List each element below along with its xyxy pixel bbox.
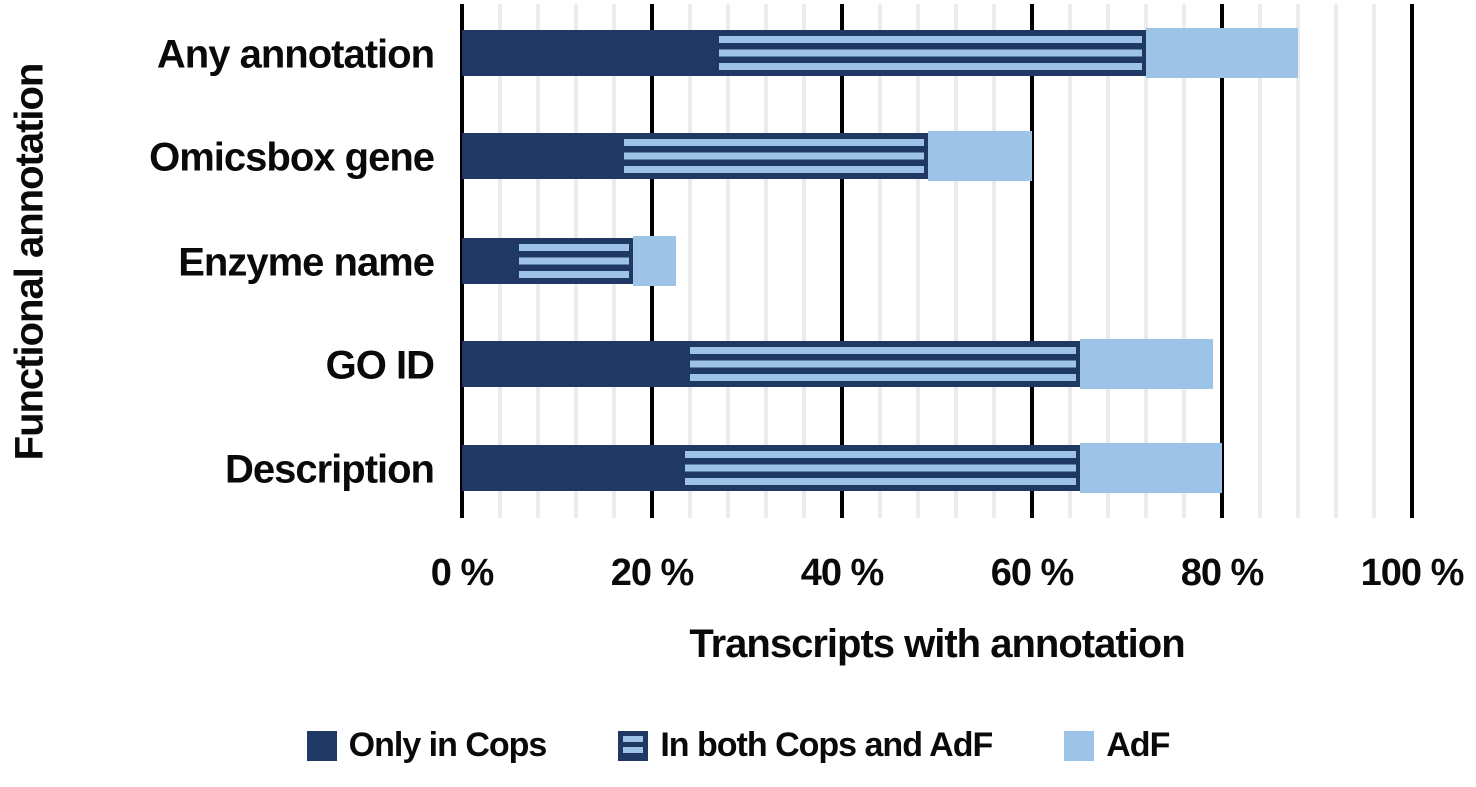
x-tick-labels: 0 % 20 % 40 % 60 % 80 % 100 %: [0, 552, 1476, 604]
minor-gridline-28: [726, 4, 730, 518]
category-label-description: Description: [224, 447, 435, 492]
minor-gridline-44: [878, 4, 882, 518]
minor-gridline-64: [1068, 4, 1072, 518]
bar-segment-omicsbox-gene-adf: [927, 131, 1032, 181]
legend-item-only-in-cops: Only in Cops: [306, 726, 548, 765]
legend-label-in-both-cops-and-adf: In both Cops and AdF: [660, 726, 993, 764]
legend-swatch-in-both-cops-and-adf: [618, 730, 649, 761]
bar-segment-any-annotation-in-both-cops-and-adf: [718, 30, 1146, 76]
major-gridline-40: [840, 4, 844, 518]
minor-gridline-52: [954, 4, 958, 518]
legend-item-adf: AdF: [1064, 726, 1170, 765]
minor-gridline-24: [688, 4, 692, 518]
category-label-go-id: GO ID: [325, 343, 435, 388]
legend-label-adf: AdF: [1106, 726, 1170, 764]
bar-segment-go-id-only-in-cops: [462, 341, 690, 387]
major-gridline-80: [1220, 4, 1224, 518]
x-tick-label-20: 20 %: [610, 552, 695, 594]
bar-any-annotation: [462, 28, 1298, 78]
legend-swatch-only-in-cops: [306, 730, 337, 761]
x-tick-label-0: 0 %: [430, 552, 494, 594]
bar-segment-description-only-in-cops: [462, 445, 686, 491]
bar-segment-description-adf: [1079, 443, 1222, 493]
legend-label-only-in-cops: Only in Cops: [348, 726, 548, 764]
bar-description: [462, 443, 1222, 493]
minor-gridline-36: [802, 4, 806, 518]
bar-segment-enzyme-name-adf: [633, 236, 676, 286]
legend-item-in-both-cops-and-adf: In both Cops and AdF: [618, 726, 993, 765]
bar-segment-any-annotation-adf: [1146, 28, 1298, 78]
category-label-enzyme-name: Enzyme name: [178, 240, 435, 285]
x-axis-title: Transcripts with annotation: [689, 622, 1185, 666]
bar-segment-go-id-adf: [1079, 339, 1213, 389]
bar-segment-enzyme-name-in-both-cops-and-adf: [519, 238, 633, 284]
category-labels: Any annotation Omicsbox gene Enzyme name GO…: [0, 0, 435, 520]
minor-gridline-68: [1106, 4, 1110, 518]
plot-area: [460, 4, 1414, 518]
bar-omicsbox-gene: [462, 131, 1032, 181]
bar-segment-omicsbox-gene-only-in-cops: [462, 133, 624, 179]
minor-gridline-72: [1144, 4, 1148, 518]
x-tick-label-60: 60 %: [990, 552, 1075, 594]
bar-segment-enzyme-name-only-in-cops: [462, 238, 519, 284]
x-tick-label-40: 40 %: [800, 552, 885, 594]
legend: Only in Cops In both Cops and AdF AdF: [0, 726, 1476, 765]
minor-gridline-48: [916, 4, 920, 518]
category-label-any-annotation: Any annotation: [156, 32, 435, 77]
minor-gridline-76: [1182, 4, 1186, 518]
minor-gridline-56: [992, 4, 996, 518]
bar-segment-any-annotation-only-in-cops: [462, 30, 719, 76]
bar-go-id: [462, 339, 1213, 389]
bar-enzyme-name: [462, 236, 676, 286]
bar-segment-description-in-both-cops-and-adf: [685, 445, 1080, 491]
minor-gridline-84: [1258, 4, 1262, 518]
major-gridline-60: [1030, 4, 1034, 518]
major-gridline-100: [1410, 4, 1414, 518]
x-tick-label-100: 100 %: [1360, 552, 1465, 594]
bar-segment-go-id-in-both-cops-and-adf: [690, 341, 1080, 387]
bar-segment-omicsbox-gene-in-both-cops-and-adf: [623, 133, 928, 179]
x-tick-label-80: 80 %: [1180, 552, 1265, 594]
minor-gridline-92: [1334, 4, 1338, 518]
legend-swatch-adf: [1064, 730, 1095, 761]
minor-gridline-32: [764, 4, 768, 518]
category-label-omicsbox-gene: Omicsbox gene: [149, 135, 435, 180]
minor-gridline-96: [1372, 4, 1376, 518]
minor-gridline-88: [1296, 4, 1300, 518]
